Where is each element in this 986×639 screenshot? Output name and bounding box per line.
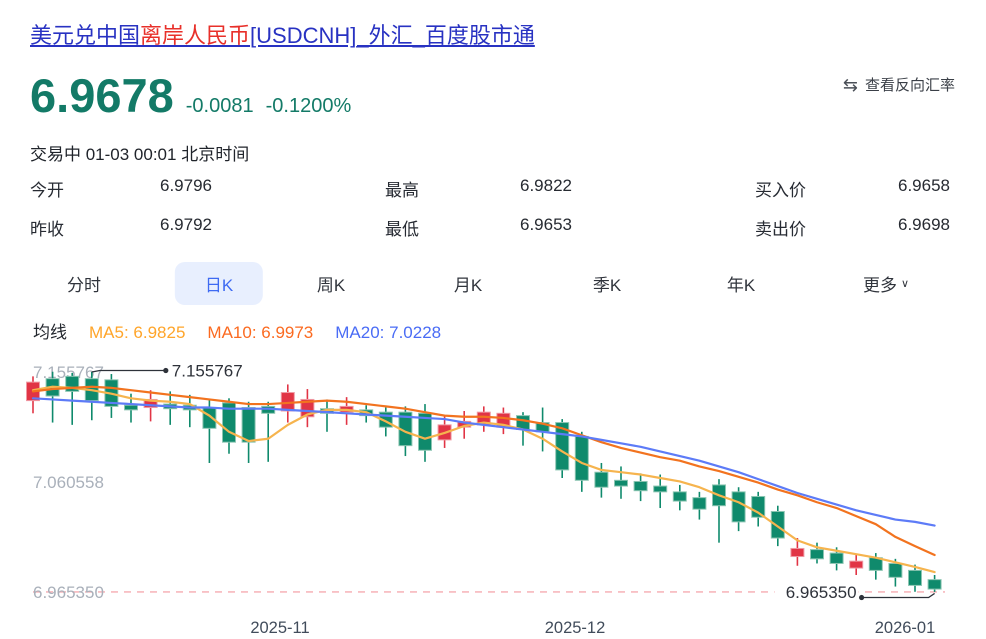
quote-stats-grid: 今开 6.9796 最高 6.9822 买入价 6.9658 昨收 6.9792… bbox=[30, 176, 950, 240]
candle-body bbox=[692, 497, 707, 510]
tab-weekly-k[interactable]: 周K bbox=[316, 276, 346, 295]
low-annotation-line bbox=[861, 592, 935, 599]
chevron-down-icon: ∨ bbox=[900, 278, 910, 290]
reverse-rate-label: 查看反向汇率 bbox=[864, 77, 955, 94]
ma-legend: 均线 MA5: 6.9825 MA10: 6.9973 MA20: 7.0228 bbox=[33, 318, 441, 343]
current-price: 6.9678 bbox=[30, 69, 174, 122]
candle-body bbox=[614, 479, 628, 487]
candle-body bbox=[672, 491, 687, 502]
stat-value-high: 6.9822 bbox=[520, 176, 572, 195]
ma-legend-title: 均线 bbox=[33, 323, 67, 342]
tab-minute[interactable]: 分时 bbox=[67, 276, 101, 295]
chart-area: 7.155767 7.060558 6.965350 7.155767 6.965350… bbox=[0, 355, 986, 639]
trading-status: 交易中 01-03 00:01 北京时间 bbox=[30, 145, 250, 164]
price-row: 6.9678 -0.0081 -0.1200% bbox=[30, 70, 351, 122]
tab-monthly-k[interactable]: 月K bbox=[453, 276, 483, 295]
candle-body bbox=[241, 407, 256, 443]
stat-value-bid: 6.9658 bbox=[898, 176, 950, 195]
candle-body bbox=[594, 471, 609, 488]
candle-body bbox=[653, 485, 668, 493]
stat-value-low: 6.9653 bbox=[520, 215, 572, 234]
candle-body bbox=[888, 562, 903, 578]
stat-label-open: 今开 bbox=[30, 181, 64, 200]
candle-body bbox=[849, 560, 864, 569]
candle-body bbox=[731, 491, 746, 523]
ma5-line bbox=[31, 385, 936, 574]
y-axis-label-1: 7.060558 bbox=[33, 473, 104, 492]
title-pre: 美元兑中国 bbox=[30, 23, 141, 48]
candle-body bbox=[202, 407, 217, 429]
x-axis-label-1: 2025-12 bbox=[545, 619, 606, 637]
candle-body bbox=[927, 579, 942, 590]
tab-more[interactable]: 更多 ∨ bbox=[862, 276, 910, 295]
ma20-line bbox=[31, 397, 936, 527]
tab-daily-k[interactable]: 日K bbox=[174, 262, 264, 305]
high-annotation-label: 7.155767 bbox=[172, 362, 243, 381]
stat-value-prev-close: 6.9792 bbox=[160, 215, 212, 234]
x-axis-label-2: 2026-01 bbox=[875, 619, 936, 637]
tab-quarterly-k[interactable]: 季K bbox=[592, 276, 622, 295]
page-title-link[interactable]: 美元兑中国离岸人民币[USDCNH]_外汇_百度股市通 bbox=[30, 18, 535, 50]
candlestick-chart[interactable]: 7.155767 7.060558 6.965350 7.155767 6.965350… bbox=[0, 355, 986, 639]
x-axis-label-0: 2025-11 bbox=[250, 619, 309, 637]
stat-label-high: 最高 bbox=[385, 181, 419, 200]
candle-body bbox=[790, 547, 805, 558]
low-annotation-backdrop bbox=[774, 582, 859, 602]
ma5-legend: MA5: 6.9825 bbox=[89, 323, 186, 342]
candle-body bbox=[770, 510, 785, 539]
candle-body bbox=[574, 435, 589, 481]
chart-period-tabs: 分时 日K 周K 月K 季K 年K 更多 ∨ bbox=[0, 262, 986, 305]
stat-label-low: 最低 bbox=[385, 220, 419, 239]
candle-body bbox=[300, 398, 315, 418]
high-annotation-line bbox=[91, 369, 165, 373]
y-axis-label-2: 6.965350 bbox=[33, 583, 104, 602]
candle-body bbox=[418, 412, 432, 451]
candle-body bbox=[751, 495, 766, 518]
y-axis-label-0: 7.155767 bbox=[33, 363, 104, 382]
candle-body bbox=[810, 549, 824, 560]
tab-yearly-k[interactable]: 年K bbox=[726, 276, 756, 295]
price-change-percent: -0.1200% bbox=[265, 95, 352, 117]
candle-body bbox=[633, 480, 648, 492]
swap-icon: ⇆ bbox=[842, 74, 858, 95]
low-annotation-label: 6.965350 bbox=[786, 583, 857, 602]
candle-body bbox=[829, 552, 844, 564]
stat-value-ask: 6.9698 bbox=[898, 215, 950, 234]
price-change: -0.0081 bbox=[185, 95, 254, 117]
ma10-line bbox=[31, 385, 936, 557]
high-annotation-dot bbox=[163, 367, 169, 374]
ma20-legend: MA20: 7.0228 bbox=[335, 323, 442, 342]
reverse-rate-link[interactable]: ⇆ 查看反向汇率 bbox=[843, 74, 955, 95]
candle-body bbox=[124, 404, 138, 411]
title-post: [USDCNH]_外汇_百度股市通 bbox=[250, 23, 535, 48]
stat-label-bid: 买入价 bbox=[755, 181, 806, 200]
title-highlight: 离岸人民币 bbox=[140, 23, 251, 48]
candle-body bbox=[143, 398, 158, 409]
stat-label-ask: 卖出价 bbox=[755, 220, 806, 239]
candle-body bbox=[908, 569, 922, 586]
ma10-legend: MA10: 6.9973 bbox=[207, 323, 314, 342]
stat-label-prev-close: 昨收 bbox=[30, 220, 64, 239]
stat-value-open: 6.9796 bbox=[160, 176, 212, 195]
